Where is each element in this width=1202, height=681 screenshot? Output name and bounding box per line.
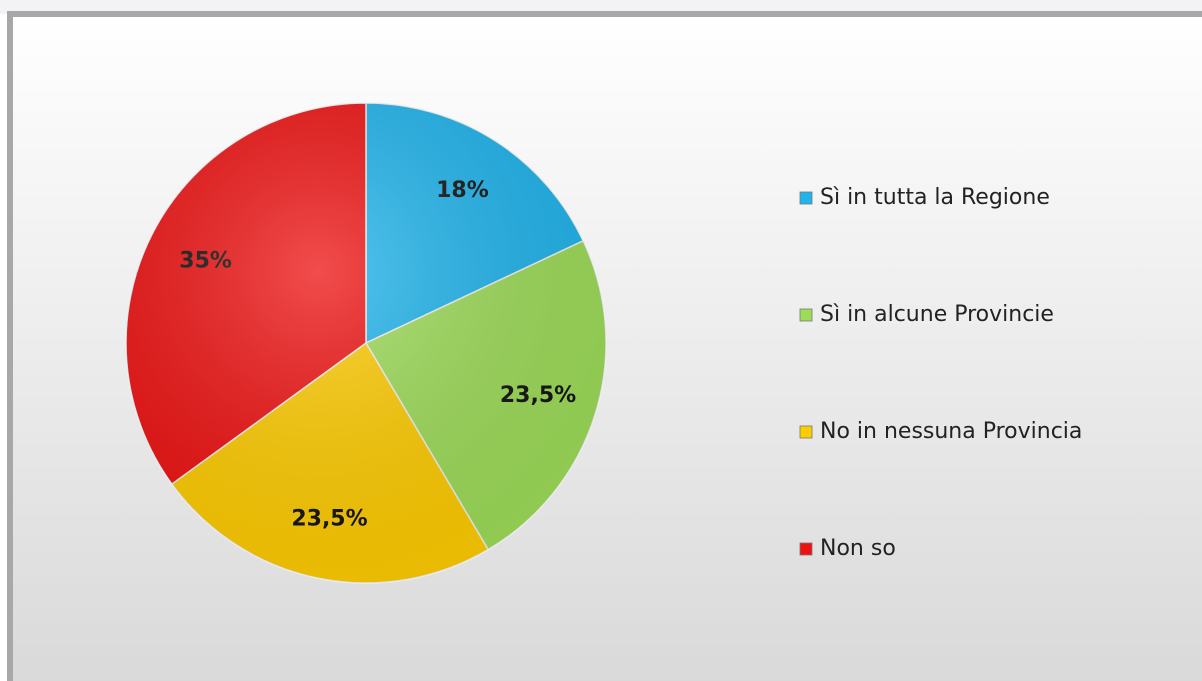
legend-swatch: [799, 308, 813, 322]
data-label: 18%: [436, 178, 489, 203]
pie: 18% 23,5% 23,5% 35%: [125, 102, 607, 584]
legend-label: Sì in tutta la Regione: [820, 185, 1050, 210]
legend-swatch: [799, 542, 813, 556]
legend-swatch: [799, 191, 813, 205]
legend-swatch: [799, 425, 813, 439]
data-label: 23,5%: [500, 383, 576, 408]
data-label: 35%: [179, 248, 232, 273]
legend-label: Non so: [820, 536, 896, 561]
legend: Sì in tutta la Regione Sì in alcune Provi…: [799, 185, 1082, 561]
legend-label: No in nessuna Provincia: [820, 419, 1082, 444]
top-strip: [0, 0, 1202, 14]
legend-label: Sì in alcune Provincie: [820, 302, 1054, 327]
data-label: 23,5%: [291, 506, 367, 531]
